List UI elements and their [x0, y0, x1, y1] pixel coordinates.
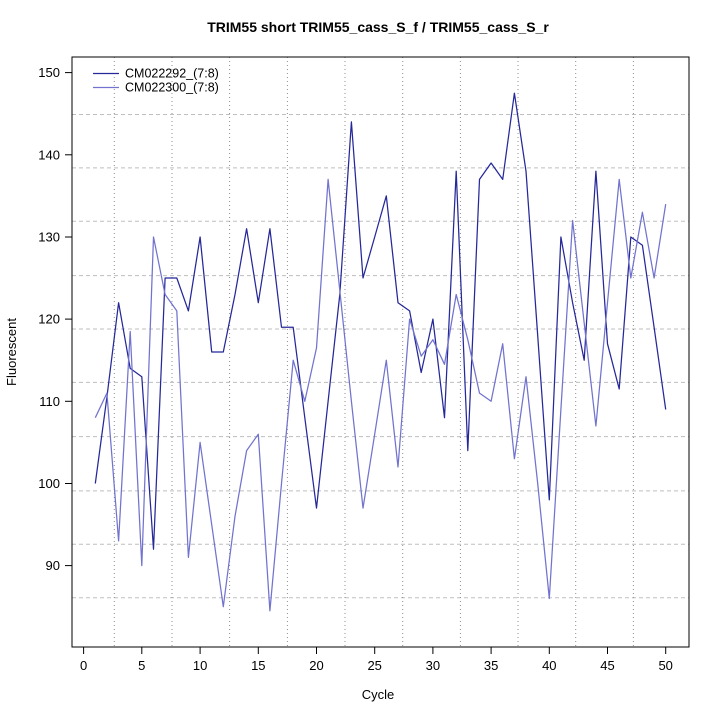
x-tick-label: 5 [138, 658, 145, 673]
x-tick-label: 40 [542, 658, 556, 673]
legend-label-series-2: CM022300_(7:8) [125, 81, 219, 95]
series-line-CM022292_(7:8) [94, 92, 667, 550]
series-layer [94, 92, 667, 612]
x-tick-label: 15 [251, 658, 265, 673]
x-tick-label: 50 [658, 658, 672, 673]
x-tick-label: 35 [484, 658, 498, 673]
x-tick-label: 10 [193, 658, 207, 673]
x-tick-label: 30 [426, 658, 440, 673]
x-tick-label: 25 [367, 658, 381, 673]
chart-title: TRIM55 short TRIM55_cass_S_f / TRIM55_ca… [207, 19, 549, 35]
axis-layer: 0 5 10 15 20 25 30 35 40 45 50 90 100 110 120 130 140 150 [38, 65, 673, 673]
y-tick-label: 90 [46, 558, 60, 573]
legend-label-series-1: CM022292_(7:8) [125, 67, 219, 81]
plot-frame [71, 56, 690, 648]
y-axis-title: Fluorescent [4, 318, 19, 386]
legend: CM022292_(7:8) CM022300_(7:8) [93, 67, 219, 95]
y-tick-label: 120 [38, 312, 60, 327]
x-tick-label: 20 [309, 658, 323, 673]
x-axis-title: Cycle [362, 687, 395, 702]
y-tick-label: 100 [38, 476, 60, 491]
series-line-CM022300_(7:8) [94, 178, 667, 612]
y-tick-label: 150 [38, 65, 60, 80]
x-tick-label: 45 [600, 658, 614, 673]
x-tick-label: 0 [80, 658, 87, 673]
y-tick-label: 130 [38, 230, 60, 245]
y-tick-label: 110 [39, 394, 60, 409]
grid-layer [72, 57, 689, 647]
y-tick-label: 140 [38, 147, 60, 162]
